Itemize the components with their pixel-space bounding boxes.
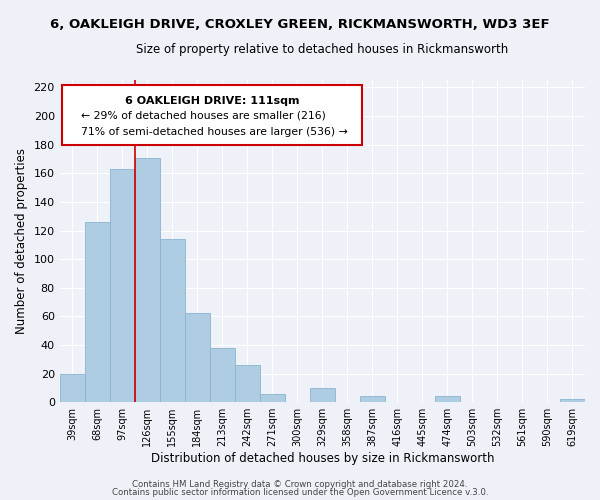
Bar — [185, 314, 210, 402]
Bar — [235, 365, 260, 402]
Bar — [210, 348, 235, 402]
Text: Contains public sector information licensed under the Open Government Licence v.: Contains public sector information licen… — [112, 488, 488, 497]
Bar — [435, 396, 460, 402]
Bar — [360, 396, 385, 402]
Bar — [59, 374, 85, 402]
Text: 6, OAKLEIGH DRIVE, CROXLEY GREEN, RICKMANSWORTH, WD3 3EF: 6, OAKLEIGH DRIVE, CROXLEY GREEN, RICKMA… — [50, 18, 550, 30]
Text: 71% of semi-detached houses are larger (536) →: 71% of semi-detached houses are larger (… — [80, 127, 347, 137]
Text: Contains HM Land Registry data © Crown copyright and database right 2024.: Contains HM Land Registry data © Crown c… — [132, 480, 468, 489]
Text: 6 OAKLEIGH DRIVE: 111sqm: 6 OAKLEIGH DRIVE: 111sqm — [125, 96, 299, 106]
Y-axis label: Number of detached properties: Number of detached properties — [15, 148, 28, 334]
Bar — [260, 394, 285, 402]
Bar — [160, 239, 185, 402]
Bar — [135, 158, 160, 402]
Bar — [110, 169, 135, 402]
Bar — [560, 400, 585, 402]
Text: ← 29% of detached houses are smaller (216): ← 29% of detached houses are smaller (21… — [80, 111, 326, 121]
Title: Size of property relative to detached houses in Rickmansworth: Size of property relative to detached ho… — [136, 42, 508, 56]
X-axis label: Distribution of detached houses by size in Rickmansworth: Distribution of detached houses by size … — [151, 452, 494, 465]
FancyBboxPatch shape — [62, 85, 362, 144]
Bar — [85, 222, 110, 402]
Bar — [310, 388, 335, 402]
